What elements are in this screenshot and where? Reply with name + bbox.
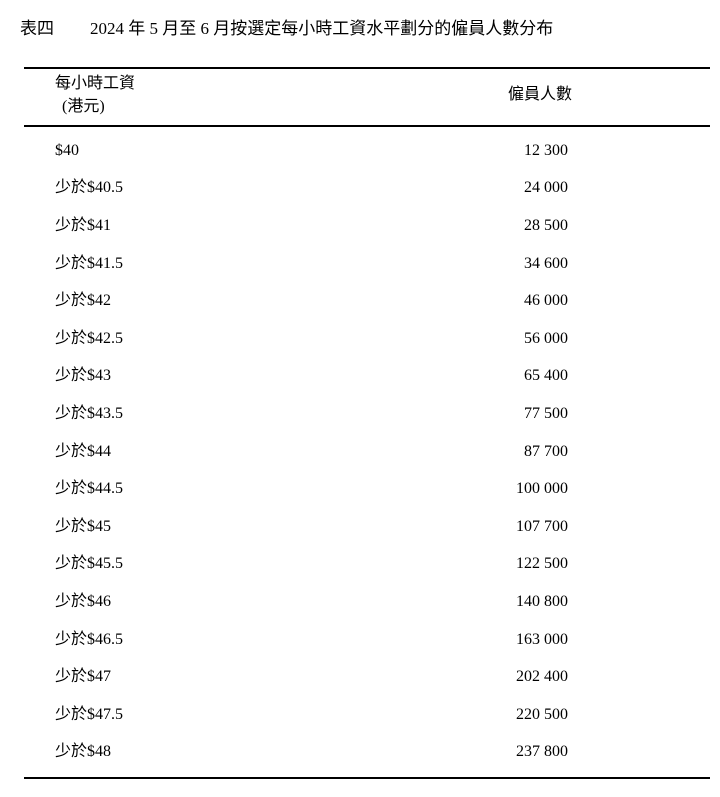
table-row: 少於$41 28 500 [24, 207, 710, 245]
count-cell: 24 000 [524, 179, 568, 197]
table-rule-bottom [24, 777, 710, 780]
wage-cell: 少於$41 [55, 216, 112, 234]
table-rule-top [24, 67, 710, 69]
count-cell: 237 800 [516, 743, 568, 761]
wage-cell: 少於$42 [55, 292, 112, 310]
table-row: 少於$44.5 100 000 [24, 470, 710, 508]
wage-cell: 少於$43.5 [55, 404, 124, 422]
count-cell: 107 700 [516, 517, 568, 535]
count-cell: 220 500 [516, 705, 568, 723]
table-row: 少於$46.5 163 000 [24, 621, 710, 659]
table-row: 少於$42.5 56 000 [24, 320, 710, 358]
count-cell: 140 800 [516, 592, 568, 610]
wage-cell: 少於$44 [55, 442, 112, 460]
wage-cell: 少於$47.5 [55, 705, 124, 723]
wage-cell: 少於$42.5 [55, 329, 124, 347]
wage-distribution-table: 每小時工資 (港元) 僱員人數 $40 12 300 少於$40.5 24 00… [24, 67, 710, 780]
count-cell: 34 600 [524, 254, 568, 272]
table-body: $40 12 300 少於$40.5 24 000 少於$41 28 500 少… [24, 127, 710, 777]
count-cell: 100 000 [516, 480, 568, 498]
wage-cell: 少於$45.5 [55, 555, 124, 573]
count-cell: 12 300 [524, 141, 568, 159]
table-number-label: 表四 [20, 19, 54, 38]
table-row: 少於$47.5 220 500 [24, 696, 710, 734]
wage-cell: 少於$46.5 [55, 630, 124, 648]
count-cell: 87 700 [524, 442, 568, 460]
table-row: 少於$45 107 700 [24, 508, 710, 546]
table-row: 少於$43 65 400 [24, 358, 710, 396]
table-row: 少於$48 237 800 [24, 734, 710, 772]
wage-cell: 少於$46 [55, 592, 112, 610]
count-cell: 202 400 [516, 668, 568, 686]
wage-cell: 少於$43 [55, 367, 112, 385]
count-cell: 122 500 [516, 555, 568, 573]
table-row: 少於$43.5 77 500 [24, 395, 710, 433]
table-header: 每小時工資 (港元) 僱員人數 [24, 69, 710, 125]
wage-cell: 少於$40.5 [55, 179, 124, 197]
table-row: 少於$40.5 24 000 [24, 170, 710, 208]
table-row: 少於$42 46 000 [24, 282, 710, 320]
table-rule-header-bottom [24, 125, 710, 127]
table-row: 少於$44 87 700 [24, 433, 710, 471]
wage-cell: 少於$44.5 [55, 480, 124, 498]
count-cell: 46 000 [524, 292, 568, 310]
count-cell: 77 500 [524, 404, 568, 422]
table-row: 少於$41.5 34 600 [24, 245, 710, 283]
count-cell: 28 500 [524, 216, 568, 234]
column-header-wage-line2: (港元) [62, 98, 105, 115]
wage-cell: 少於$45 [55, 517, 112, 535]
table-row: 少於$46 140 800 [24, 583, 710, 621]
wage-cell: $40 [55, 141, 79, 159]
count-cell: 65 400 [524, 367, 568, 385]
wage-cell: 少於$41.5 [55, 254, 124, 272]
table-title-row: 表四 2024 年 5 月至 6 月按選定每小時工資水平劃分的僱員人數分布 [20, 19, 710, 39]
wage-cell: 少於$47 [55, 668, 112, 686]
column-header-employees: 僱員人數 [507, 86, 572, 103]
page-title: 2024 年 5 月至 6 月按選定每小時工資水平劃分的僱員人數分布 [90, 19, 554, 38]
table-row: 少於$47 202 400 [24, 658, 710, 696]
wage-cell: 少於$48 [55, 743, 112, 761]
column-header-wage-line1: 每小時工資 [55, 75, 136, 92]
count-cell: 56 000 [524, 329, 568, 347]
table-row: $40 12 300 [24, 132, 710, 170]
column-header-wage: 每小時工資 (港元) [55, 76, 135, 115]
table-row: 少於$45.5 122 500 [24, 546, 710, 584]
count-cell: 163 000 [516, 630, 568, 648]
